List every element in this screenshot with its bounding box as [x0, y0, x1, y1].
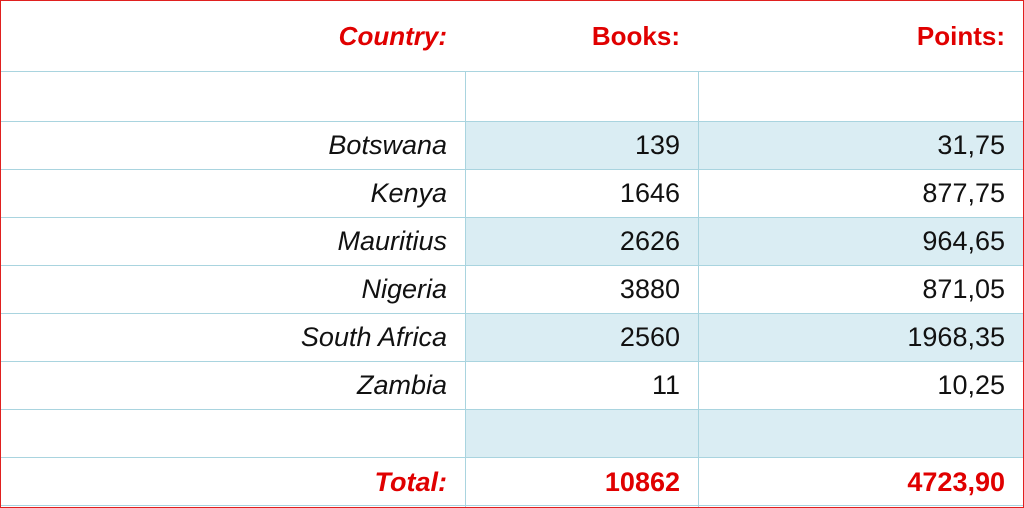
- grid-line: [1, 313, 1023, 314]
- header-cell: Books:: [591, 20, 680, 51]
- value-cell: 3880: [619, 273, 680, 304]
- value-cell: 11: [651, 369, 680, 400]
- grid-line: [1, 265, 1023, 266]
- grid-line: [698, 71, 699, 507]
- grid-line: [1, 169, 1023, 170]
- country-cell: Kenya: [370, 177, 447, 208]
- country-cell: Nigeria: [361, 273, 447, 304]
- header-cell: Points:: [916, 20, 1005, 51]
- country-cell: Zambia: [356, 369, 447, 400]
- value-cell: 877,75: [922, 177, 1005, 208]
- total-cell: 10862: [604, 466, 680, 497]
- header-cell: Country:: [338, 20, 447, 51]
- value-cell: 2626: [465, 217, 698, 265]
- grid-line: [1, 361, 1023, 362]
- grid-line: [1, 505, 1023, 506]
- value-cell: 10,25: [937, 369, 1005, 400]
- value-cell: 871,05: [922, 273, 1005, 304]
- grid-line: [1, 409, 1023, 410]
- total-cell: Total:: [374, 466, 447, 497]
- value-cell: 1646: [619, 177, 680, 208]
- value-cell: 964,65: [698, 217, 1023, 265]
- country-cell: South Africa: [300, 321, 447, 352]
- value-cell: 139: [465, 121, 698, 169]
- value-cell: 31,75: [698, 121, 1023, 169]
- total-cell: 4723,90: [907, 466, 1005, 497]
- grid-line: [1, 217, 1023, 218]
- grid-line: [1, 457, 1023, 458]
- empty-cell: [465, 409, 698, 457]
- grid-line: [1, 71, 1023, 72]
- country-cell: Botswana: [328, 129, 447, 160]
- value-cell: 1968,35: [698, 313, 1023, 361]
- value-cell: 2560: [465, 313, 698, 361]
- grid-line: [465, 71, 466, 507]
- empty-cell: [698, 409, 1023, 457]
- country-cell: Mauritius: [337, 225, 447, 256]
- grid-line: [1, 121, 1023, 122]
